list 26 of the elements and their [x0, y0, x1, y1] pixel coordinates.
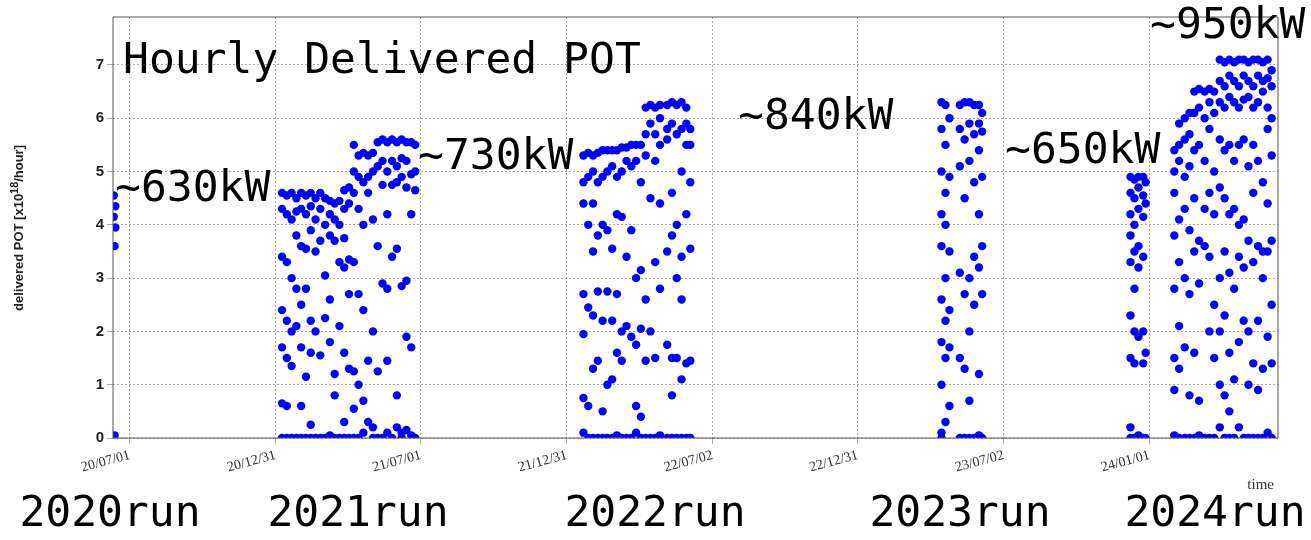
y-tick-label: 1 — [95, 374, 104, 392]
x-tick-label: 20/12/31 — [225, 447, 278, 475]
y-tick-label: 7 — [95, 55, 104, 73]
annotation: ~630kW — [115, 161, 271, 212]
text: 2023run — [869, 486, 1051, 537]
x-tick-label: 22/12/31 — [807, 447, 860, 475]
annotation: ~840kW — [738, 89, 894, 140]
chart-title: Hourly Delivered POT — [123, 33, 641, 84]
x-tick-label: 23/07/02 — [953, 447, 1006, 475]
text: 2022run — [564, 486, 746, 537]
annotation: ~730kW — [418, 129, 574, 180]
x-tick-label: 24/01/01 — [1099, 447, 1152, 475]
annotation: ~650kW — [1005, 123, 1161, 174]
y-tick-label: 2 — [95, 321, 104, 339]
x-tick-label: 22/07/02 — [662, 447, 715, 475]
x-tick-label: 20/07/01 — [79, 447, 132, 475]
y-tick-label: 0 — [95, 428, 104, 446]
annotation: ~950kW — [1150, 0, 1306, 49]
x-tick-label: 21/07/01 — [370, 447, 423, 475]
y-tick-label: 4 — [95, 214, 105, 232]
y-tick-label: 6 — [95, 108, 104, 126]
y-tick-label: 5 — [95, 161, 104, 179]
y-tick-label: 3 — [95, 268, 104, 286]
text: 2020run — [19, 486, 201, 537]
text: 2021run — [267, 486, 449, 537]
x-tick-label: 21/12/31 — [516, 447, 569, 475]
